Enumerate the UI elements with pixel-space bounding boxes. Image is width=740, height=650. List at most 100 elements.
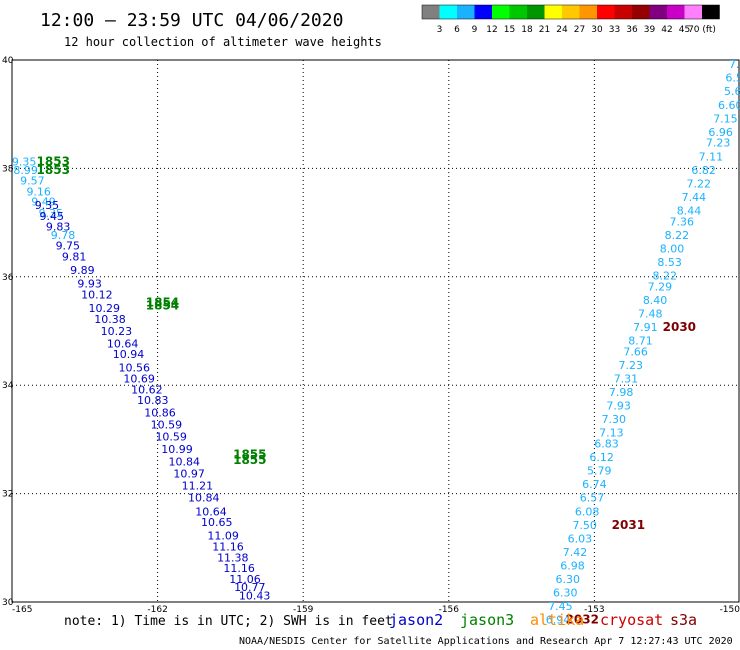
swh-data-label: 10.62 (131, 383, 163, 396)
footer-credit: NOAA/NESDIS Center for Satellite Applica… (239, 636, 733, 647)
colorbar-tick-label: 15 (504, 25, 515, 35)
footer-note: note: 1) Time is in UTC; 2) SWH is in fe… (64, 614, 393, 629)
swh-data-label: 6.30 (553, 587, 578, 600)
colorbar-swatch (614, 5, 632, 19)
time-label: 1854 (146, 298, 179, 312)
x-tick-label: -165 (12, 605, 32, 615)
swh-data-label: 6.83 (594, 438, 619, 451)
swh-data-label: 11.21 (182, 479, 214, 492)
swh-data-label: 10.56 (119, 362, 151, 375)
swh-data-label: 11.09 (207, 530, 239, 543)
swh-data-label: 9.89 (70, 264, 95, 277)
y-tick-label: 32 (2, 490, 13, 500)
swh-data-label: 9.75 (56, 240, 81, 253)
swh-data-label: 6.82 (691, 164, 716, 177)
swh-data-label: 9.78 (51, 229, 76, 242)
swh-data-label: 10.84 (169, 455, 201, 468)
colorbar-swatch (562, 5, 580, 19)
x-tick-label: -159 (293, 605, 314, 615)
swh-data-label: 10.64 (107, 337, 139, 350)
colorbar-tick-label: 36 (626, 25, 638, 35)
legend-s3a: s3a (670, 611, 697, 629)
swh-data-label: 10.65 (201, 516, 233, 529)
swh-data-label: 6.94 (546, 614, 571, 627)
colorbar-swatch (632, 5, 650, 19)
time-label: 1853 (37, 163, 70, 177)
swh-data-label: 8.22 (665, 229, 690, 242)
swh-data-label: 7.45 (548, 600, 573, 613)
swh-data-label: 8.40 (643, 294, 668, 307)
time-label: 1853 (37, 155, 70, 169)
x-tick-label: -162 (147, 605, 167, 615)
legend-jason3: jason3 (460, 611, 514, 629)
swh-data-label: 10.77 (234, 581, 266, 594)
swh-data-label: 10.29 (88, 302, 120, 315)
x-tick-label: -156 (439, 605, 460, 615)
swh-data-label: 7.30 (602, 413, 627, 426)
swh-data-label: 8.71 (628, 335, 653, 348)
colorbar-tick-label: 9 (472, 25, 478, 35)
swh-data-label: 6.74 (582, 478, 607, 491)
swh-data-label: 7.22 (686, 177, 711, 190)
colorbar-swatch (597, 5, 615, 19)
swh-data-label: 6.57 (580, 492, 605, 505)
swh-data-label: 10.64 (195, 505, 227, 518)
chart-subtitle: 12 hour collection of altimeter wave hei… (64, 35, 382, 49)
swh-data-label: 10.84 (188, 492, 220, 505)
chart-title: 12:00 – 23:59 UTC 04/06/2020 (40, 10, 343, 31)
colorbar-tick-label: 39 (644, 25, 656, 35)
satellite-legend: jason2 jason3 altika cryosat s3a (389, 611, 697, 629)
swh-data-label: 10.86 (144, 407, 176, 420)
swh-data-label: 9.93 (77, 278, 102, 291)
swh-data-label: 9.16 (26, 186, 51, 199)
swh-data-label: 7.50 (572, 519, 597, 532)
swh-data-label: 7.23 (706, 137, 731, 150)
colorbar-tick-label: 12 (486, 25, 497, 35)
colorbar-tick-label: 30 (591, 25, 603, 35)
swh-data-label: 7.91 (633, 321, 658, 334)
time-label: 1854 (146, 296, 179, 310)
colorbar-swatch (492, 5, 510, 19)
swh-data-label: 7.11 (699, 150, 724, 163)
swh-data-label: 7.44 (682, 191, 707, 204)
legend-jason2: jason2 (389, 611, 443, 629)
swh-data-label: 6.60 (718, 99, 740, 112)
colorbar-tick-label: 18 (521, 25, 533, 35)
swh-data-label: 10.99 (161, 443, 193, 456)
swh-data-label: 11.38 (217, 551, 249, 564)
swh-data-label: 10.83 (137, 394, 169, 407)
swh-data-label: 9.57 (20, 175, 45, 188)
time-label: 2032 (566, 613, 599, 627)
x-tick-label: -150 (720, 605, 740, 615)
y-tick-label: 40 (2, 56, 14, 66)
swh-data-label: 9.83 (46, 221, 71, 234)
swh-data-label: 7.15 (713, 112, 738, 125)
swh-data-label: 8.44 (677, 204, 702, 217)
swh-data-label: 10.59 (155, 430, 187, 443)
swh-data-label: 8.99 (13, 164, 38, 177)
swh-data-label: 10.97 (173, 467, 205, 480)
swh-data-label: 7.42 (563, 546, 588, 559)
swh-data-label: 5.79 (587, 465, 612, 478)
swh-data-label: 10.43 (239, 589, 271, 602)
y-tick-label: 38 (2, 164, 14, 174)
swh-data-label: 10.69 (123, 372, 155, 385)
time-label: 2031 (612, 518, 645, 532)
colorbar-swatch (684, 5, 702, 19)
swh-data-label: 11.16 (212, 541, 244, 554)
swh-data-label: 9.45 (40, 210, 65, 223)
swh-data-label: 9.35 (12, 156, 37, 169)
swh-data-label: 7.31 (614, 372, 639, 385)
colorbar-swatch (702, 5, 720, 19)
plot-area: -165 -162 -159 -156 -153 -150 30 32 34 36 38 40 1853… (2, 56, 740, 627)
swh-data-label: 9.49 (31, 195, 56, 208)
colorbar-tick-label: 42 (661, 25, 672, 35)
swh-data-label: 11.06 (229, 573, 261, 586)
colorbar-tick-label: 21 (539, 25, 550, 35)
swh-data-label: 7. (729, 58, 740, 71)
colorbar-tick-label: 24 (556, 25, 568, 35)
colorbar-swatch (579, 5, 597, 19)
colorbar-frame (421, 4, 720, 20)
swh-data-label: 7.98 (609, 386, 634, 399)
